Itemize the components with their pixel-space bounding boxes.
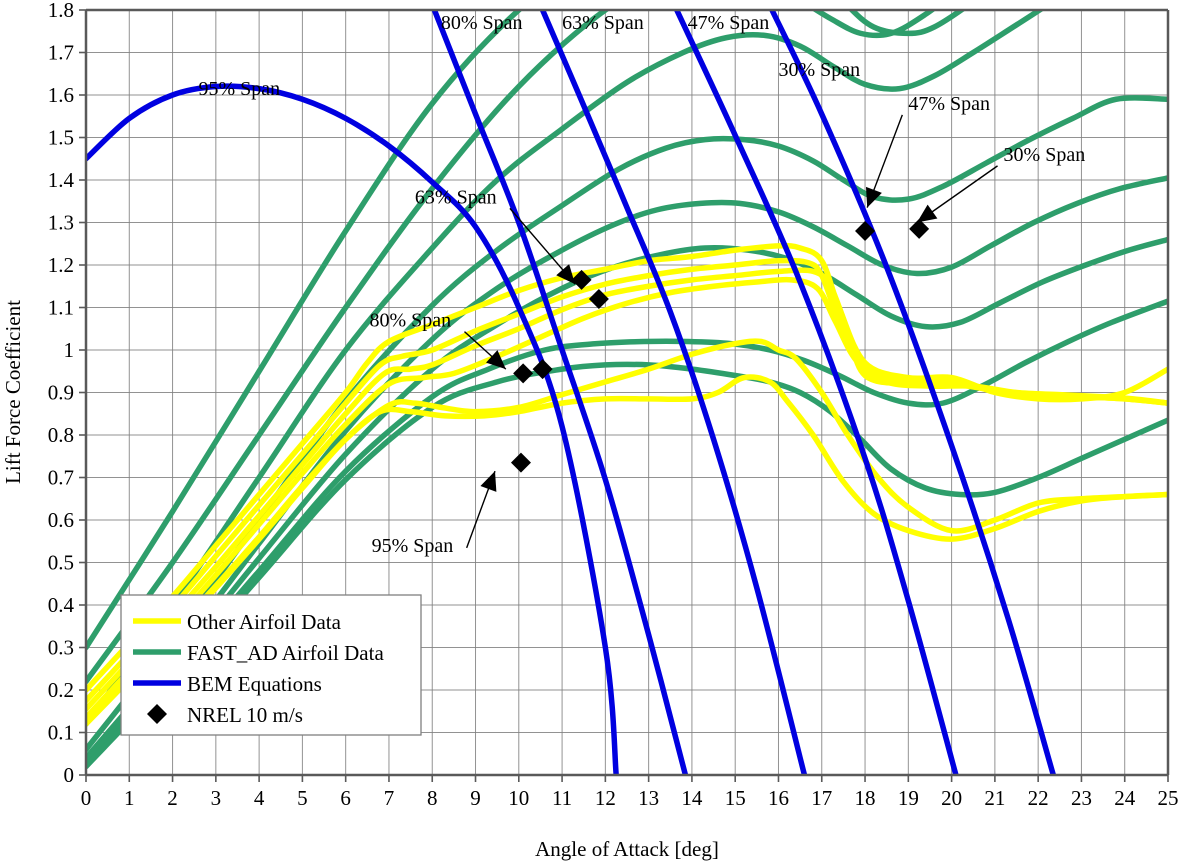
y-tick-label: 0 <box>64 763 75 787</box>
nrel-data-point <box>532 359 553 380</box>
x-tick-label: 5 <box>297 786 308 810</box>
x-tick-label: 21 <box>984 786 1005 810</box>
y-tick-label: 0.6 <box>48 508 74 532</box>
span-annotation-label: 30% Span <box>1004 144 1086 166</box>
data-series-layer <box>86 10 1168 775</box>
y-tick-label: 1.8 <box>48 0 74 22</box>
span-annotation-label: 95% Span <box>372 535 454 557</box>
x-tick-label: 8 <box>427 786 438 810</box>
bem-curve <box>86 83 619 775</box>
legend-item-label[interactable]: BEM Equations <box>187 672 322 696</box>
x-tick-label: 22 <box>1028 786 1049 810</box>
x-tick-label: 16 <box>768 786 789 810</box>
bem-curve <box>674 10 959 775</box>
x-tick-label: 24 <box>1114 786 1136 810</box>
annotation-arrowhead <box>486 350 506 370</box>
nrel-data-point <box>855 221 876 241</box>
span-annotation-label: 63% Span <box>562 12 644 34</box>
axis-frame <box>79 8 1170 782</box>
x-tick-label: 3 <box>211 786 222 810</box>
bem-curve <box>539 10 808 775</box>
y-axis-title: Lift Force Coefficient <box>1 300 25 484</box>
span-annotation-label: 80% Span <box>369 310 451 332</box>
legend-swatch-diamond <box>147 704 167 724</box>
other-airfoil-curve <box>86 242 1168 693</box>
span-annotation-label: 47% Span <box>908 93 990 115</box>
y-tick-label: 1.4 <box>48 168 75 192</box>
y-tick-label: 0.4 <box>48 593 75 617</box>
x-tick-label: 19 <box>898 786 919 810</box>
y-tick-label: 1.3 <box>48 211 74 235</box>
y-tick-label: 0.9 <box>48 381 74 405</box>
y-tick-label: 0.3 <box>48 636 74 660</box>
y-tick-label: 0.1 <box>48 721 74 745</box>
nrel-data-point <box>588 289 609 309</box>
legend[interactable]: Other Airfoil Data FAST_AD Airfoil Data BE… <box>120 594 422 736</box>
x-tick-label: 25 <box>1158 786 1179 810</box>
span-annotation-label: 80% Span <box>441 12 523 34</box>
annotations-layer: 95% Span 80% Span 63% Span 95% Span 80% Span… <box>199 12 1086 557</box>
x-tick-label: 13 <box>638 786 659 810</box>
x-tick-label: 2 <box>167 786 178 810</box>
x-tick-label: 14 <box>681 786 703 810</box>
bem-curve <box>769 10 1057 775</box>
tick-labels-layer: 0 1 2 3 4 5 6 7 8 9 10 11 12 13 14 15 16 17 18 19 20 21 22 23 24… <box>48 0 1179 810</box>
nrel-markers-layer <box>510 218 930 473</box>
x-tick-label: 11 <box>552 786 572 810</box>
nrel-data-point <box>909 218 930 239</box>
x-tick-label: 15 <box>725 786 746 810</box>
nrel-data-point <box>571 269 592 290</box>
y-tick-label: 1.6 <box>48 83 74 107</box>
fast-ad-curve <box>86 10 967 651</box>
span-annotation-label: 63% Span <box>415 186 497 208</box>
x-tick-label: 20 <box>941 786 962 810</box>
annotation-arrowhead <box>556 264 576 285</box>
legend-item-label[interactable]: FAST_AD Airfoil Data <box>187 641 384 665</box>
x-tick-label: 12 <box>595 786 616 810</box>
fast-ad-curve <box>86 10 937 685</box>
nrel-data-point <box>510 452 531 473</box>
fast-ad-curve <box>86 10 1045 727</box>
span-annotation-label: 30% Span <box>778 59 860 81</box>
y-tick-label: 1.5 <box>48 126 74 150</box>
annotation-arrowhead <box>480 471 497 492</box>
x-tick-label: 1 <box>124 786 135 810</box>
y-tick-label: 0.8 <box>48 423 74 447</box>
y-tick-label: 0.5 <box>48 551 74 575</box>
legend-item-label[interactable]: Other Airfoil Data <box>187 610 342 634</box>
annotation-arrowhead <box>865 186 882 208</box>
x-tick-label: 23 <box>1071 786 1092 810</box>
y-tick-label: 0.2 <box>48 678 74 702</box>
span-annotation-label: 47% Span <box>688 12 770 34</box>
y-tick-label: 1.1 <box>48 296 74 320</box>
nrel-data-point <box>513 363 534 384</box>
fast-ad-curve <box>86 175 1168 761</box>
y-tick-label: 0.7 <box>48 466 74 490</box>
span-annotation-label: 95% Span <box>199 78 281 100</box>
x-tick-label: 6 <box>340 786 351 810</box>
x-tick-label: 18 <box>855 786 876 810</box>
y-tick-label: 1.7 <box>48 41 74 65</box>
x-tick-label: 7 <box>384 786 395 810</box>
fast-ad-curve <box>86 298 1168 770</box>
x-tick-label: 10 <box>508 786 529 810</box>
y-tick-label: 1.2 <box>48 253 74 277</box>
fast-ad-curve <box>86 361 1168 770</box>
x-tick-label: 9 <box>470 786 481 810</box>
other-airfoil-curve <box>86 374 1168 725</box>
y-tick-label: 1 <box>64 338 75 362</box>
bem-curve <box>431 10 689 775</box>
legend-item-label[interactable]: NREL 10 m/s <box>187 703 303 727</box>
x-axis-title: Angle of Attack [deg] <box>535 837 719 861</box>
x-tick-label: 17 <box>811 786 832 810</box>
annotation-arrowhead <box>916 204 938 223</box>
x-tick-label: 4 <box>254 786 265 810</box>
x-tick-label: 0 <box>81 786 92 810</box>
